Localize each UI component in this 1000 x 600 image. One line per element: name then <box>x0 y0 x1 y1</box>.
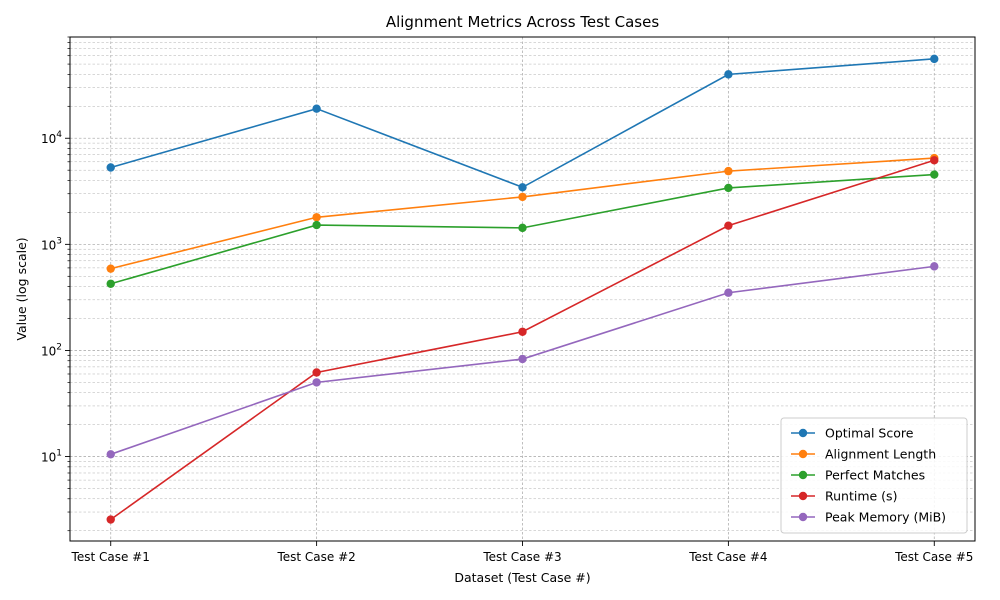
chart-title: Alignment Metrics Across Test Cases <box>386 13 660 31</box>
data-point <box>930 156 939 165</box>
legend-marker <box>798 428 808 438</box>
x-tick-label: Test Case #1 <box>71 550 150 564</box>
legend-marker <box>798 470 808 480</box>
series-perfect-matches <box>106 170 939 288</box>
series-runtime-s <box>106 156 939 524</box>
legend-label: Runtime (s) <box>825 489 897 504</box>
data-point <box>518 192 527 202</box>
series-optimal-score <box>106 54 939 192</box>
y-tick-label: 103 <box>41 236 62 252</box>
legend-item: Perfect Matches <box>791 468 925 483</box>
axis-ticks: Test Case #1 Test Case #2 Test Case #3 Test… <box>41 36 973 564</box>
x-tick-label: Test Case #5 <box>894 550 973 564</box>
data-point <box>106 279 115 288</box>
series-peak-memory-mib <box>106 262 939 459</box>
legend-item: Optimal Score <box>791 426 914 441</box>
y-axis-title: Value (log scale) <box>14 237 29 340</box>
legend-label: Peak Memory (MiB) <box>825 510 946 525</box>
legend-item: Runtime (s) <box>791 489 897 504</box>
series-alignment-length <box>106 153 939 273</box>
legend-item: Alignment Length <box>791 447 936 462</box>
x-axis-title: Dataset (Test Case #) <box>454 570 590 585</box>
legend-label: Alignment Length <box>825 447 936 462</box>
data-point <box>106 264 115 273</box>
legend-marker <box>798 491 808 501</box>
data-point <box>724 183 733 193</box>
data-point <box>724 288 733 297</box>
data-point <box>106 450 115 459</box>
data-point <box>518 223 527 233</box>
data-point <box>312 213 321 222</box>
legend-marker <box>798 449 808 459</box>
data-point <box>312 368 321 377</box>
data-point <box>518 327 527 336</box>
data-point <box>312 104 321 113</box>
y-tick-label: 101 <box>41 449 62 465</box>
data-point <box>724 221 733 230</box>
series-group <box>106 54 939 524</box>
legend-marker <box>798 512 808 522</box>
data-point <box>106 515 115 524</box>
y-tick-label: 102 <box>41 342 62 358</box>
legend-box <box>780 417 968 534</box>
data-point <box>724 166 733 176</box>
x-tick-label: Test Case #3 <box>482 550 561 564</box>
data-point <box>106 163 115 172</box>
data-point <box>930 54 939 64</box>
data-point <box>724 70 733 79</box>
data-point <box>312 220 321 230</box>
data-point <box>518 183 527 192</box>
legend-item: Peak Memory (MiB) <box>791 510 946 525</box>
legend-label: Optimal Score <box>825 426 914 441</box>
data-point <box>518 354 527 364</box>
data-point <box>930 262 939 271</box>
x-tick-label: Test Case #2 <box>276 550 355 564</box>
data-point <box>930 170 939 179</box>
data-point <box>312 378 321 387</box>
x-tick-label: Test Case #4 <box>688 550 767 564</box>
legend-label: Perfect Matches <box>825 468 925 483</box>
y-tick-label: 104 <box>41 130 62 146</box>
legend: Optimal Score Alignment Length Perfect Mat… <box>780 417 968 534</box>
